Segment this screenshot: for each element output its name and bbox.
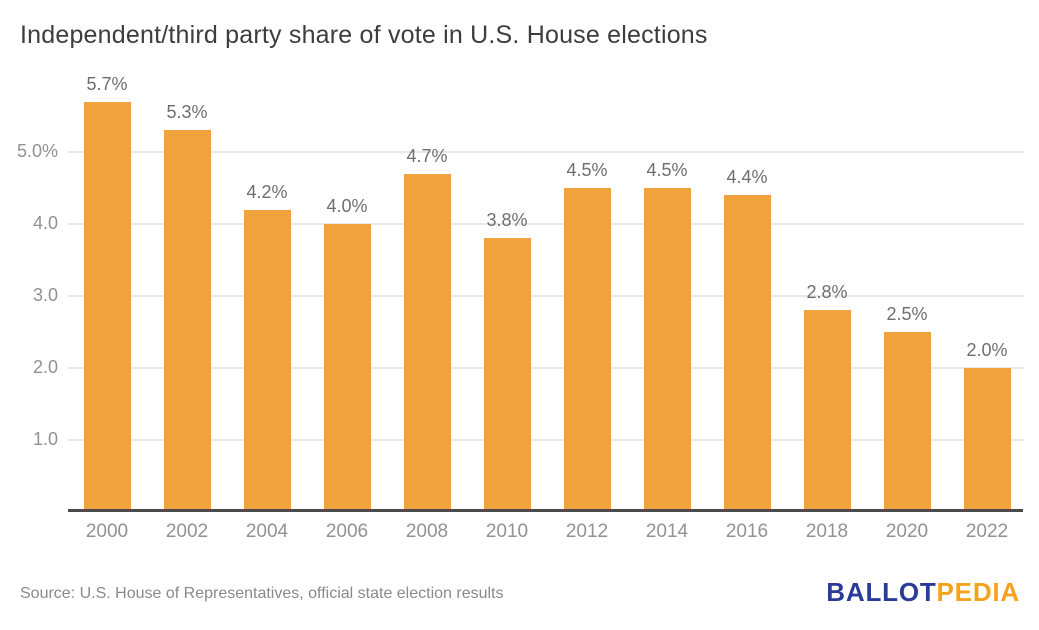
bar	[643, 188, 691, 512]
x-tick-label: 2008	[405, 521, 449, 542]
bar-value-label: 4.5%	[646, 160, 688, 180]
x-tick-label: 2010	[485, 521, 529, 542]
x-tick-label: 2000	[85, 521, 129, 542]
y-tick-label: 3.0	[32, 285, 58, 305]
gridline	[68, 223, 1023, 225]
y-tick-label: 2.0	[32, 357, 58, 377]
bar	[723, 195, 771, 512]
x-tick-label: 2018	[805, 521, 849, 542]
bar-value-label: 3.8%	[486, 210, 528, 231]
x-tick-label: 2012	[565, 521, 609, 542]
bar-value-label: 5.3%	[166, 102, 208, 123]
x-tick-label: 2002	[165, 521, 209, 542]
y-tick-label: 5.0%	[16, 141, 58, 161]
bar	[163, 130, 211, 512]
bar	[243, 209, 291, 512]
bar-value-label: 4.5%	[566, 160, 608, 180]
bar	[403, 173, 451, 512]
bar	[803, 310, 851, 512]
x-tick-label: 2022	[965, 521, 1009, 542]
bar	[883, 332, 931, 512]
bar-value-label: 2.8%	[806, 282, 848, 303]
bar-value-label: 4.0%	[326, 196, 368, 216]
x-axis-line	[68, 509, 1023, 512]
bar	[483, 238, 531, 512]
gridline	[68, 367, 1023, 369]
gridline	[68, 151, 1023, 153]
bar-value-label: 4.7%	[406, 145, 448, 166]
x-tick-label: 2014	[645, 521, 689, 542]
bar	[563, 188, 611, 512]
source-note: Source: U.S. House of Representatives, o…	[20, 585, 504, 602]
y-tick-label: 1.0	[32, 429, 58, 449]
x-tick-label: 2020	[885, 521, 929, 542]
x-tick-label: 2016	[725, 521, 769, 542]
x-tick-label: 2006	[325, 521, 369, 542]
bar-value-label: 5.7%	[86, 73, 128, 94]
bar-value-label: 4.4%	[726, 167, 768, 188]
bar-value-label: 2.0%	[966, 340, 1008, 360]
bar	[323, 224, 371, 512]
logo-ballot-text: BALLOT	[826, 577, 937, 607]
bar-value-label: 4.2%	[246, 181, 288, 202]
ballotpedia-logo: BALLOTPEDIA	[826, 577, 1020, 608]
bar	[963, 368, 1011, 512]
chart-title: Independent/third party share of vote in…	[20, 21, 708, 49]
gridline	[68, 439, 1023, 441]
bar-value-label: 2.5%	[886, 304, 928, 324]
logo-pedia-text: PEDIA	[936, 577, 1020, 607]
bar	[83, 101, 131, 512]
gridline	[68, 295, 1023, 297]
y-tick-label: 4.0	[32, 213, 58, 233]
x-tick-label: 2004	[245, 521, 289, 542]
